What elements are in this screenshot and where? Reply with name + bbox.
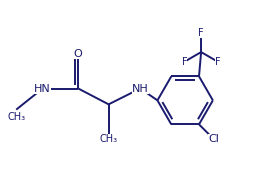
Text: F: F (198, 28, 204, 38)
Text: O: O (74, 49, 83, 59)
Text: Cl: Cl (208, 134, 219, 144)
Text: NH: NH (132, 84, 149, 93)
Text: F: F (215, 57, 220, 67)
Text: CH₃: CH₃ (7, 112, 25, 122)
Text: CH₃: CH₃ (100, 134, 118, 144)
Text: HN: HN (34, 84, 51, 93)
Text: F: F (182, 57, 187, 67)
